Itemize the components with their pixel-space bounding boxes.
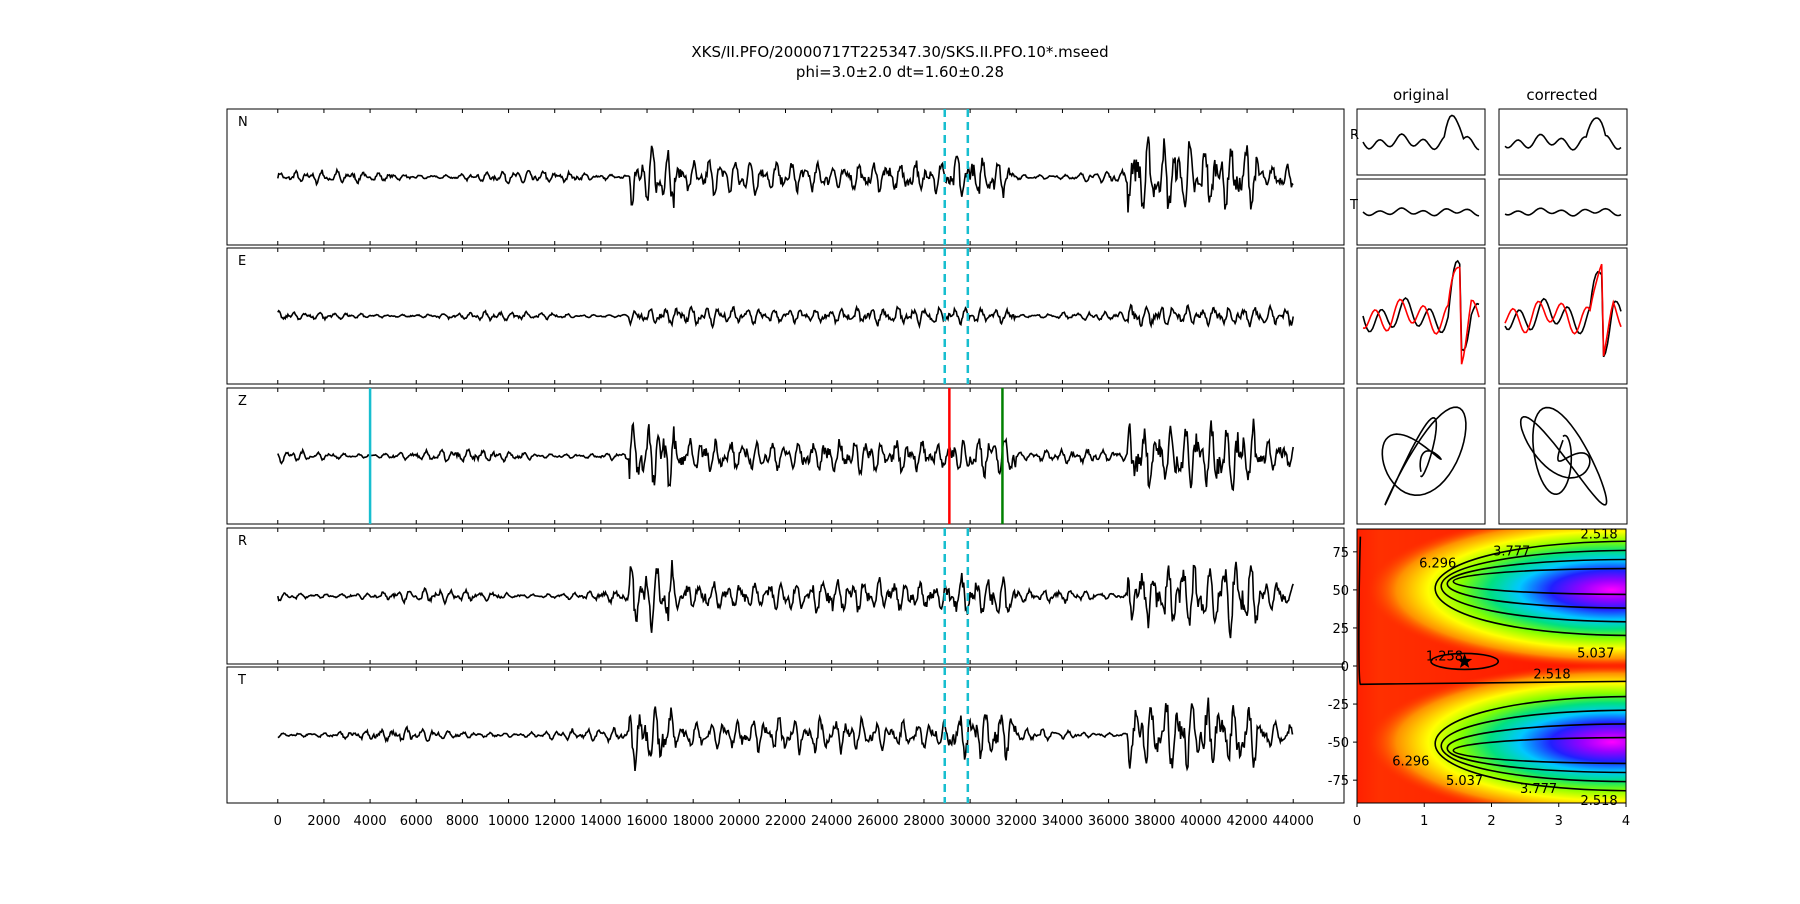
particle-panel — [1498, 178, 1628, 246]
x-tick-label: 30000 — [949, 814, 990, 829]
contour-line — [1446, 558, 1626, 609]
x-tick-label: 8000 — [446, 814, 479, 829]
x-tick-label: 26000 — [857, 814, 898, 829]
particle-panel — [1356, 247, 1486, 385]
contour-label: 1.258 — [1426, 649, 1463, 664]
heatmap-x-tick-label: 3 — [1555, 814, 1563, 829]
best-fit-star — [1457, 653, 1473, 668]
x-tick-label: 40000 — [1180, 814, 1221, 829]
heatmap-x-tick-label: 1 — [1420, 814, 1428, 829]
heatmap-x-tick-label: 4 — [1622, 814, 1630, 829]
trace-label-n: N — [238, 115, 248, 130]
contour-label: 3.777 — [1493, 544, 1530, 559]
contour-line — [1358, 536, 1626, 686]
x-tick-label: 44000 — [1273, 814, 1314, 829]
heatmap-y-tick-label: 25 — [1332, 622, 1349, 637]
contour-label: 2.518 — [1580, 528, 1617, 543]
x-tick-label: 20000 — [719, 814, 760, 829]
x-tick-label: 6000 — [400, 814, 433, 829]
particle-trace — [1362, 114, 1480, 151]
heatmap-y-tick-label: 50 — [1332, 584, 1349, 599]
contour-label: 2.518 — [1533, 668, 1570, 683]
particle-motion-path — [1519, 406, 1608, 506]
contour-line — [1440, 709, 1626, 783]
heatmap-y-tick-label: 75 — [1332, 546, 1349, 561]
particle-panel — [1498, 387, 1628, 525]
x-tick-label: 16000 — [626, 814, 667, 829]
column-title-corrected: corrected — [1526, 86, 1597, 104]
particle-trace — [1504, 117, 1622, 151]
figure-title: XKS/II.PFO/20000717T225347.30/SKS.II.PFO… — [691, 43, 1108, 61]
contour-line — [1452, 736, 1626, 765]
particle-panel — [1356, 387, 1486, 525]
waveform-r — [277, 559, 1294, 639]
time-axis: 0 2000 4000 6000 8000 10000 12000 14000 16000 180… — [274, 814, 1314, 829]
small-row-label-r: R — [1350, 128, 1359, 143]
contour-line — [1446, 723, 1626, 774]
x-tick-label: 28000 — [903, 814, 944, 829]
trace-label-r: R — [238, 534, 247, 549]
waveform-e — [277, 303, 1294, 330]
heatmap-y-tick-label: -75 — [1328, 774, 1349, 789]
heatmap-x-tick-label: 2 — [1487, 814, 1495, 829]
heatmap-y-tick-label: -50 — [1328, 736, 1349, 751]
contour-label: 5.037 — [1446, 774, 1483, 789]
contour-label: 6.296 — [1419, 556, 1456, 571]
contour-line — [1452, 567, 1626, 596]
particle-motion-panels — [1356, 108, 1628, 525]
figure-subtitle: phi=3.0±2.0 dt=1.60±0.28 — [796, 63, 1004, 81]
x-tick-label: 12000 — [534, 814, 575, 829]
contour-line — [1434, 695, 1626, 792]
heatmap-x-tick-label: 0 — [1353, 814, 1361, 829]
x-tick-label: 24000 — [811, 814, 852, 829]
x-tick-label: 4000 — [354, 814, 387, 829]
waveform-z — [277, 418, 1294, 492]
particle-motion-path — [1381, 406, 1467, 506]
heatmap-y-tick-label: 0 — [1341, 660, 1349, 675]
heatmap-y-tick-label: -25 — [1328, 698, 1349, 713]
energy-heatmap — [1357, 529, 1626, 803]
x-tick-label: 42000 — [1226, 814, 1267, 829]
particle-panel — [1498, 108, 1628, 176]
column-title-original: original — [1393, 86, 1449, 104]
small-row-label-t: T — [1349, 198, 1358, 213]
x-tick-label: 0 — [274, 814, 282, 829]
x-tick-label: 10000 — [488, 814, 529, 829]
x-tick-label: 38000 — [1134, 814, 1175, 829]
particle-trace — [1362, 207, 1480, 217]
particle-trace — [1504, 207, 1622, 217]
contour-label: 3.777 — [1520, 782, 1557, 797]
particle-panel — [1356, 178, 1486, 246]
trace-label-t: T — [237, 673, 246, 688]
particle-panel — [1356, 108, 1486, 176]
contour-line — [1434, 540, 1626, 637]
particle-panel — [1498, 247, 1628, 385]
contour-label: 5.037 — [1577, 646, 1614, 661]
rt-trace — [1504, 263, 1622, 357]
waveform-panels: N E Z R T — [226, 108, 1345, 804]
x-tick-label: 34000 — [1042, 814, 1083, 829]
contour-label: 6.296 — [1392, 754, 1429, 769]
rt-trace — [1362, 266, 1480, 365]
contour-labels: 2.518 3.777 6.296 1.258 2.518 5.037 6.296 5.037… — [1392, 528, 1618, 809]
x-tick-label: 36000 — [1088, 814, 1129, 829]
heatmap-axes: 0 1 2 3 4 75 50 25 0 -25 -50 -75 — [1328, 546, 1630, 829]
waveform-t — [277, 697, 1294, 772]
x-tick-label: 2000 — [307, 814, 340, 829]
rt-trace — [1362, 259, 1480, 352]
contour-line — [1440, 549, 1626, 623]
x-tick-label: 18000 — [673, 814, 714, 829]
waveform-n — [277, 136, 1294, 213]
trace-label-z: Z — [238, 394, 247, 409]
x-tick-label: 22000 — [765, 814, 806, 829]
x-tick-label: 32000 — [996, 814, 1037, 829]
trace-label-e: E — [238, 254, 246, 269]
contour-label: 2.518 — [1580, 794, 1617, 809]
x-tick-label: 14000 — [580, 814, 621, 829]
